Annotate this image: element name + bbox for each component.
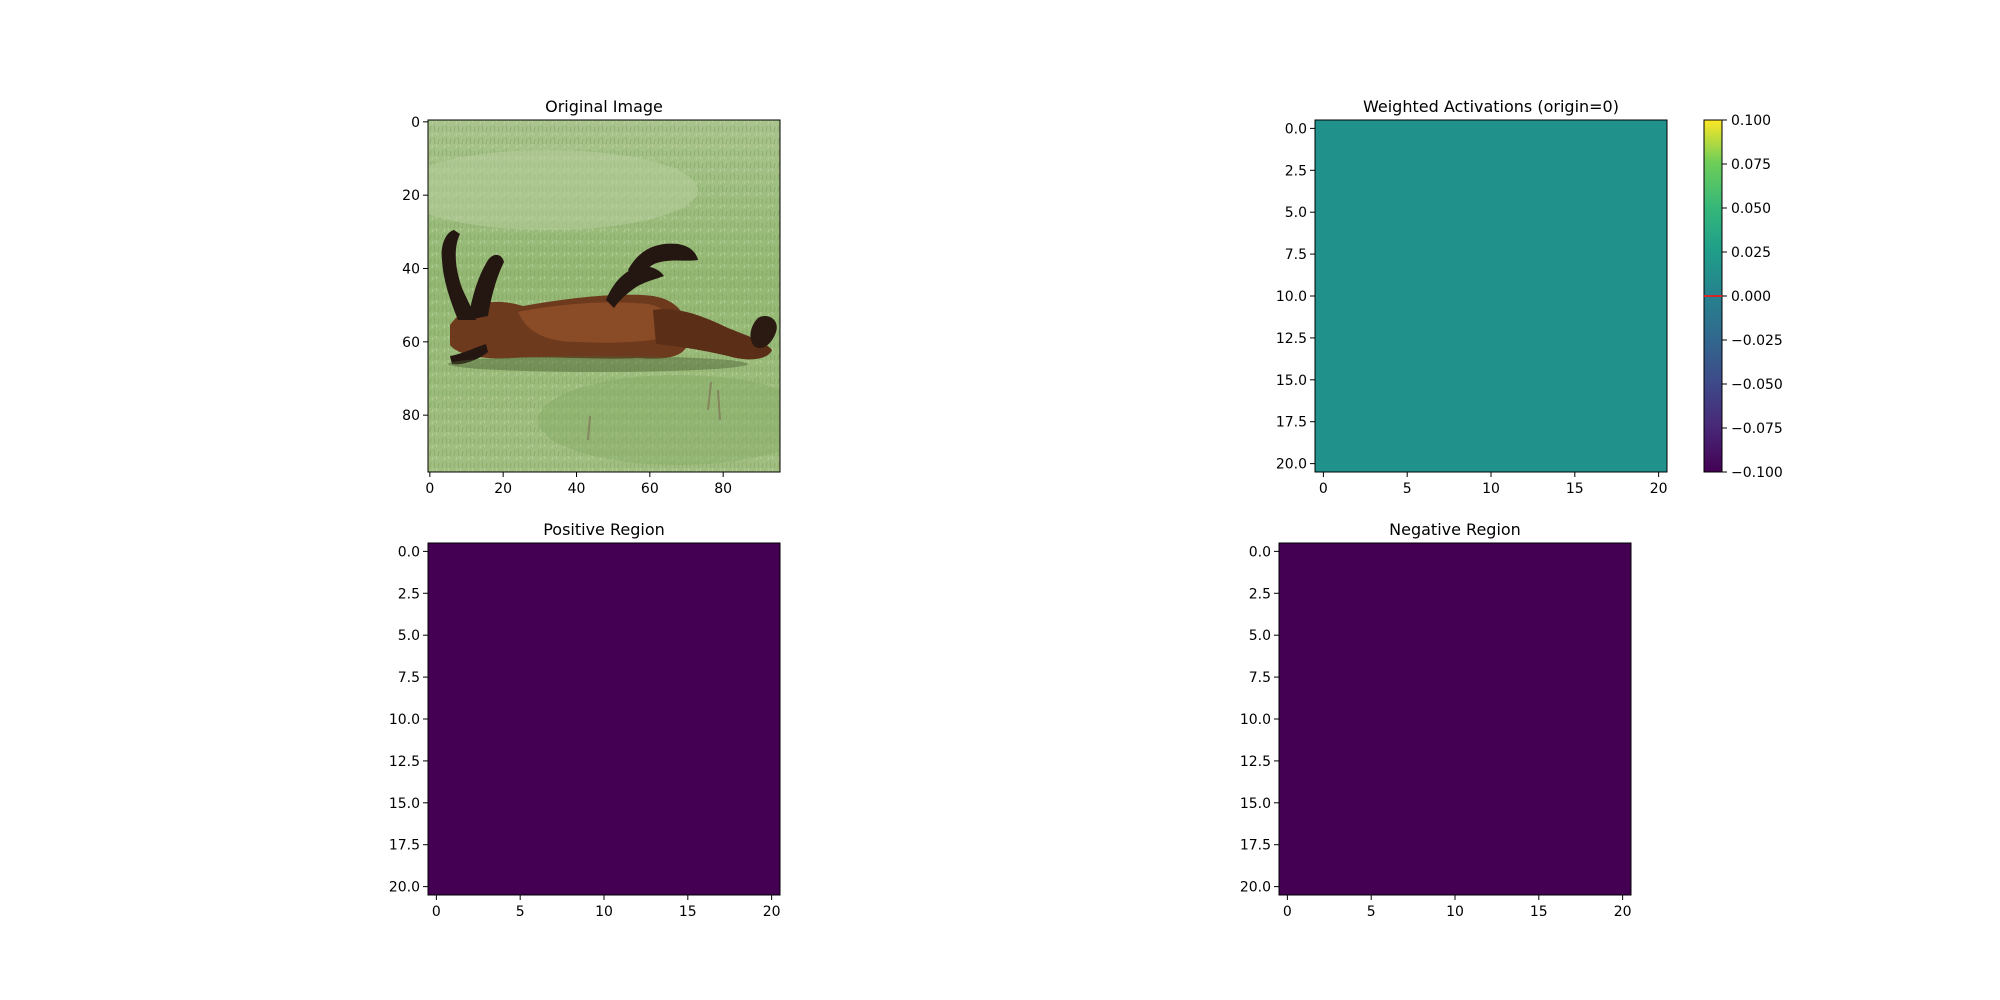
colorbar-ticks: 0.100 0.075 0.050 0.025 0.000 −0.025 −0.050 −0.…	[1704, 113, 1783, 481]
y-tick-label: 0.0	[1285, 121, 1307, 137]
y-tick-label: 0.0	[398, 544, 420, 560]
y-tick-label: 20.0	[1276, 457, 1307, 473]
colorbar-tick-label: −0.050	[1731, 377, 1783, 393]
colorbar-tick-label: 0.075	[1731, 157, 1771, 173]
panel-title: Original Image	[545, 97, 663, 116]
y-tick-label: 12.5	[1240, 754, 1271, 770]
horse-photo	[427, 119, 781, 473]
x-tick-label: 20	[1650, 481, 1668, 497]
negative-region-axes: 0 5 10 15 20 0.0 2.5 5.0 7.5 10.0 12.5 15.0 17.5 20.0	[1240, 544, 1632, 920]
colorbar-tick-label: 0.000	[1731, 289, 1771, 305]
x-tick-label: 0	[1319, 481, 1328, 497]
y-tick-label: 10.0	[1240, 712, 1271, 728]
positive-region-axes: 0 5 10 15 20 0.0 2.5 5.0 7.5 10.0 12.5 15.0 17.5 20.0	[389, 544, 781, 920]
x-tick-label: 60	[641, 481, 659, 497]
panel-title: Negative Region	[1389, 520, 1521, 539]
x-tick-label: 5	[1403, 481, 1412, 497]
x-tick-label: 15	[1566, 481, 1584, 497]
weighted-activations-axes: 0 5 10 15 20 0.0 2.5 5.0 7.5 10.0 12.5 15.0 17.5 20.0	[1276, 121, 1668, 497]
x-tick-label: 10	[1482, 481, 1500, 497]
x-tick-label: 80	[714, 481, 732, 497]
y-tick-label: 5.0	[1285, 205, 1307, 221]
panel-title: Positive Region	[543, 520, 665, 539]
x-tick-label: 0	[425, 481, 434, 497]
y-tick-label: 5.0	[1249, 628, 1271, 644]
weighted-activations-panel: Weighted Activations (origin=0) 0 5 10 15 20…	[1276, 97, 1783, 497]
x-tick-label: 15	[679, 904, 697, 920]
x-tick-label: 0	[1283, 904, 1292, 920]
y-tick-label: 17.5	[389, 838, 420, 854]
colorbar-tick-label: −0.100	[1731, 465, 1783, 481]
y-tick-label: 20	[402, 188, 420, 204]
original-image-panel: Original Image	[402, 97, 781, 497]
negative-region-panel: Negative Region 0 5 10 15 20 0.0 2.5 5.0 7.5 10.0…	[1240, 520, 1632, 920]
x-tick-label: 10	[1446, 904, 1464, 920]
y-tick-label: 7.5	[1285, 247, 1307, 263]
heatmap-cells	[427, 542, 781, 896]
x-tick-label: 40	[568, 481, 586, 497]
colorbar-tick-label: 0.050	[1731, 201, 1771, 217]
x-tick-label: 20	[494, 481, 512, 497]
y-tick-label: 12.5	[389, 754, 420, 770]
y-tick-label: 15.0	[1240, 796, 1271, 812]
y-tick-label: 17.5	[1240, 838, 1271, 854]
y-tick-label: 10.0	[1276, 289, 1307, 305]
colorbar-tick-label: 0.100	[1731, 113, 1771, 129]
y-tick-label: 12.5	[1276, 331, 1307, 347]
y-tick-label: 17.5	[1276, 415, 1307, 431]
y-tick-label: 5.0	[398, 628, 420, 644]
heatmap-cells	[1278, 542, 1632, 896]
y-tick-label: 0.0	[1249, 544, 1271, 560]
y-tick-label: 15.0	[1276, 373, 1307, 389]
x-tick-label: 5	[1367, 904, 1376, 920]
y-tick-label: 20.0	[389, 880, 420, 896]
x-tick-label: 5	[516, 904, 525, 920]
x-tick-label: 0	[432, 904, 441, 920]
original-image-axes: 0 20 40 60 80 0 20 40 60 80	[402, 115, 732, 497]
colorbar: 0.100 0.075 0.050 0.025 0.000 −0.025 −0.050 −0.…	[1703, 113, 1783, 481]
y-tick-label: 0	[411, 115, 420, 131]
y-tick-label: 7.5	[398, 670, 420, 686]
positive-region-panel: Positive Region 0 5 10 15 20 0.0 2.5 5.0 7.5 10.0…	[389, 520, 781, 920]
y-tick-label: 2.5	[398, 586, 420, 602]
x-tick-label: 10	[595, 904, 613, 920]
x-tick-label: 15	[1530, 904, 1548, 920]
y-tick-label: 60	[402, 335, 420, 351]
colorbar-tick-label: −0.025	[1731, 333, 1783, 349]
y-tick-label: 2.5	[1285, 163, 1307, 179]
x-tick-label: 20	[1614, 904, 1632, 920]
y-tick-label: 20.0	[1240, 880, 1271, 896]
x-tick-label: 20	[763, 904, 781, 920]
y-tick-label: 80	[402, 408, 420, 424]
y-tick-label: 40	[402, 262, 420, 278]
heatmap-cells	[1314, 119, 1668, 473]
y-tick-label: 15.0	[389, 796, 420, 812]
y-tick-label: 2.5	[1249, 586, 1271, 602]
panel-title: Weighted Activations (origin=0)	[1363, 97, 1619, 116]
y-tick-label: 7.5	[1249, 670, 1271, 686]
colorbar-tick-label: 0.025	[1731, 245, 1771, 261]
y-tick-label: 10.0	[389, 712, 420, 728]
colorbar-tick-label: −0.075	[1731, 421, 1783, 437]
